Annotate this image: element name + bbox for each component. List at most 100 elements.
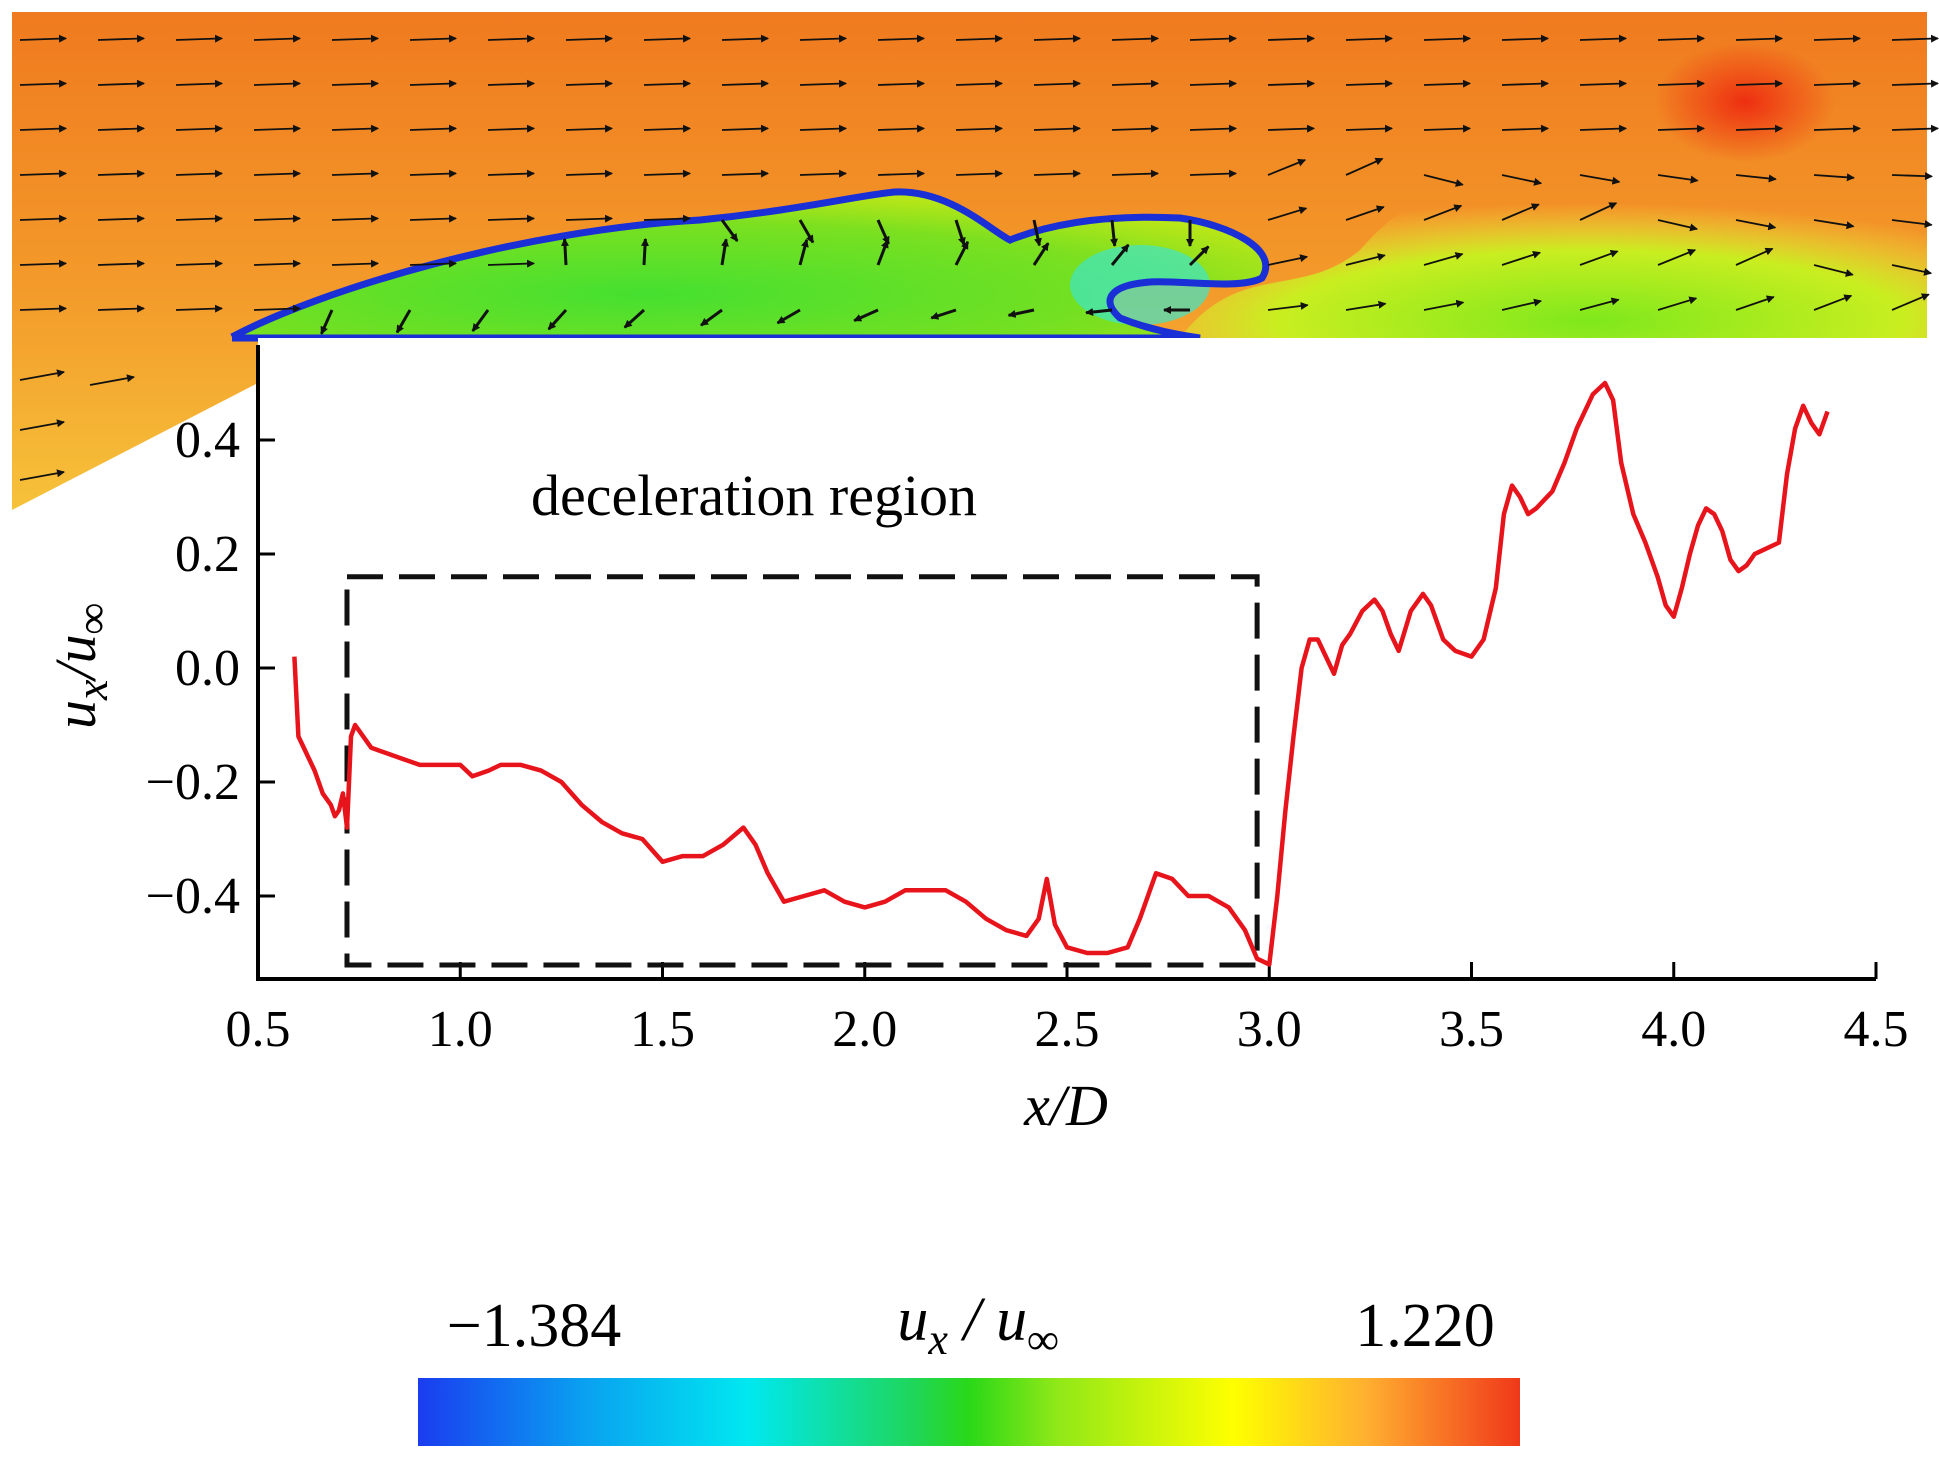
colorbar-min-label: −1.384 <box>447 1292 621 1360</box>
velocity-arrow <box>1579 124 1627 133</box>
velocity-arrow <box>1657 296 1698 311</box>
y-axis-title-inf: ∞ <box>68 603 117 634</box>
velocity-arrow <box>19 419 65 431</box>
velocity-arrow <box>1657 124 1705 133</box>
velocity-arrow <box>175 259 223 268</box>
velocity-arrow <box>175 79 223 88</box>
velocity-arrow <box>487 259 535 268</box>
velocity-arrow <box>1891 293 1930 311</box>
deceleration-region-box <box>344 574 1260 968</box>
velocity-arrow <box>97 304 145 313</box>
velocity-arrow <box>798 238 809 266</box>
velocity-arrow <box>1501 34 1549 43</box>
velocity-arrow <box>1735 247 1774 266</box>
velocity-arrow <box>1345 205 1385 221</box>
velocity-arrow <box>97 169 145 178</box>
velocity-arrow <box>1032 219 1042 247</box>
velocity-vector-field <box>19 34 1939 481</box>
colorbar-title-main: u <box>897 1286 928 1354</box>
velocity-arrow <box>1501 203 1540 221</box>
velocity-arrow <box>1813 173 1855 182</box>
velocity-arrow <box>253 79 301 88</box>
velocity-arrow <box>1501 174 1543 186</box>
velocity-arrow <box>721 169 769 178</box>
velocity-arrow <box>643 79 691 88</box>
velocity-arrow <box>876 239 889 266</box>
colorbar: −1.384 1.220 ux / u∞ <box>418 1286 1520 1446</box>
x-tick-label: 4.5 <box>1844 1001 1909 1058</box>
flow-hot-spot <box>1655 42 1835 162</box>
velocity-arrow <box>253 124 301 133</box>
velocity-arrow <box>487 214 535 223</box>
line-plot: 0.5 1.0 1.5 2.0 2.5 3.0 3.5 4.0 4.5 −0.4 −0.2 0.0 0… <box>43 338 1939 1138</box>
velocity-arrow <box>331 214 379 223</box>
velocity-arrow <box>89 374 135 386</box>
velocity-arrow <box>395 309 412 334</box>
x-tick-label: 2.5 <box>1035 1001 1100 1058</box>
velocity-arrow <box>409 79 457 88</box>
velocity-arrow <box>1111 79 1159 88</box>
velocity-arrow <box>1345 300 1387 311</box>
velocity-arrow <box>1501 298 1542 311</box>
velocity-arrow <box>1657 248 1697 266</box>
velocity-arrow <box>175 304 223 313</box>
velocity-arrow <box>1345 34 1393 43</box>
velocity-arrow <box>1891 219 1933 229</box>
separation-contour <box>230 188 1270 342</box>
velocity-arrow <box>955 34 1003 43</box>
velocity-arrow <box>565 214 613 223</box>
velocity-arrow <box>409 34 457 43</box>
flow-field-contour <box>12 12 1939 510</box>
velocity-arrow <box>1657 79 1705 88</box>
y-tick-label: 0.0 <box>175 640 240 697</box>
velocity-arrow <box>1267 301 1309 311</box>
velocity-arrow <box>487 34 535 43</box>
velocity-arrow <box>1423 299 1465 311</box>
velocity-arrow <box>19 79 67 88</box>
velocity-arrow <box>1345 79 1393 88</box>
velocity-arrow <box>19 304 67 313</box>
velocity-arrow <box>1579 174 1621 185</box>
y-axis-title-sub: x <box>66 679 117 701</box>
velocity-arrow <box>560 238 569 266</box>
velocity-arrow <box>565 169 613 178</box>
velocity-arrow <box>1033 34 1081 43</box>
velocity-arrow <box>1345 124 1393 133</box>
velocity-arrow <box>1891 124 1939 133</box>
velocity-arrow <box>175 169 223 178</box>
velocity-arrow <box>1085 307 1113 316</box>
colorbar-title: ux / u∞ <box>897 1286 1058 1364</box>
velocity-arrow <box>1735 174 1777 183</box>
velocity-arrow <box>1891 172 1933 181</box>
y-tick-label: 0.4 <box>175 412 240 469</box>
velocity-arrow <box>175 124 223 133</box>
velocity-arrow <box>721 34 769 43</box>
velocity-arrow <box>799 169 847 178</box>
velocity-arrow <box>175 214 223 223</box>
velocity-arrow <box>565 34 613 43</box>
velocity-arrow <box>19 169 67 178</box>
velocity-arrow <box>1189 124 1237 133</box>
velocity-arrow <box>1735 34 1783 43</box>
velocity-arrow <box>1813 219 1855 230</box>
velocity-arrow <box>954 240 970 266</box>
velocity-arrow <box>1579 202 1618 221</box>
velocity-arrow <box>331 79 379 88</box>
velocity-arrow <box>798 219 815 244</box>
velocity-arrow <box>1267 34 1315 43</box>
velocity-arrow <box>877 34 925 43</box>
velocity-arrow <box>955 79 1003 88</box>
velocity-arrow <box>1267 79 1315 88</box>
velocity-arrow <box>799 79 847 88</box>
x-ticks: 0.5 1.0 1.5 2.0 2.5 3.0 3.5 4.0 4.5 <box>226 962 1909 1058</box>
velocity-arrow <box>1813 79 1861 88</box>
velocity-arrow <box>253 34 301 43</box>
velocity-arrow <box>1267 206 1308 221</box>
velocity-arrow <box>721 124 769 133</box>
velocity-arrow <box>331 34 379 43</box>
velocity-arrow <box>97 259 145 268</box>
velocity-arrow <box>1033 79 1081 88</box>
velocity-arrow <box>1423 34 1471 43</box>
velocity-arrow <box>19 124 67 133</box>
